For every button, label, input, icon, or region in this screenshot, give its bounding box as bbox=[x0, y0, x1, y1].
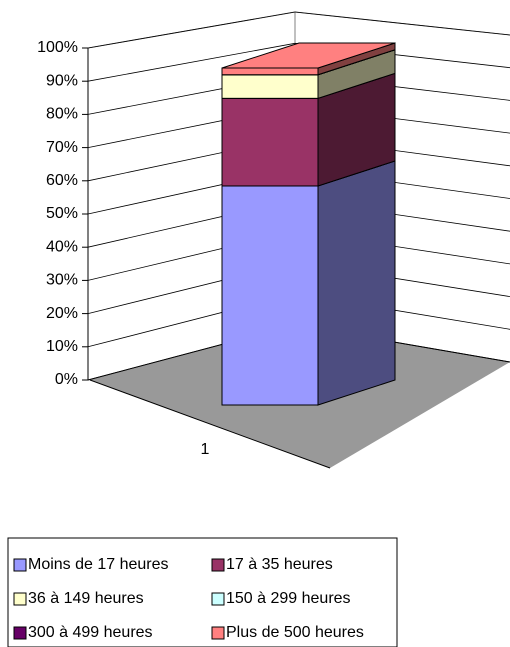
y-tick-label: 80% bbox=[46, 106, 78, 123]
bar-front bbox=[221, 97, 319, 187]
y-tick-label: 70% bbox=[46, 139, 78, 156]
legend-label: Moins de 17 heures bbox=[28, 556, 169, 573]
legend-swatch bbox=[13, 592, 27, 606]
y-tick-label: 20% bbox=[46, 305, 78, 322]
y-tick-label: 10% bbox=[46, 338, 78, 355]
y-tick-label: 50% bbox=[46, 205, 78, 222]
legend-swatch bbox=[211, 626, 225, 640]
legend-swatch bbox=[13, 626, 27, 640]
bar-front bbox=[221, 67, 319, 76]
y-tick-label: 0% bbox=[55, 371, 78, 388]
legend-label: 17 à 35 heures bbox=[226, 556, 333, 573]
bar-side bbox=[317, 160, 396, 406]
y-tick-label: 100% bbox=[37, 39, 78, 56]
y-tick-label: 30% bbox=[46, 272, 78, 289]
legend-label: 150 à 299 heures bbox=[226, 590, 351, 607]
y-tick-label: 60% bbox=[46, 172, 78, 189]
legend-swatch bbox=[211, 592, 225, 606]
legend-label: 36 à 149 heures bbox=[28, 590, 144, 607]
grid-line bbox=[87, 42, 296, 82]
bar-front bbox=[221, 74, 319, 99]
x-tick-label: 1 bbox=[201, 441, 210, 458]
bar-front bbox=[221, 185, 319, 406]
legend-swatch bbox=[13, 558, 27, 572]
grid-line bbox=[87, 11, 296, 49]
floor-edge bbox=[89, 379, 331, 469]
bar-top bbox=[221, 42, 396, 69]
legend-swatch bbox=[211, 558, 225, 572]
y-tick-label: 40% bbox=[46, 238, 78, 255]
legend bbox=[7, 537, 398, 647]
y-tick-label: 90% bbox=[46, 72, 78, 89]
legend-label: Plus de 500 heures bbox=[226, 624, 364, 641]
legend-label: 300 à 499 heures bbox=[28, 624, 153, 641]
grid-line bbox=[294, 11, 510, 36]
